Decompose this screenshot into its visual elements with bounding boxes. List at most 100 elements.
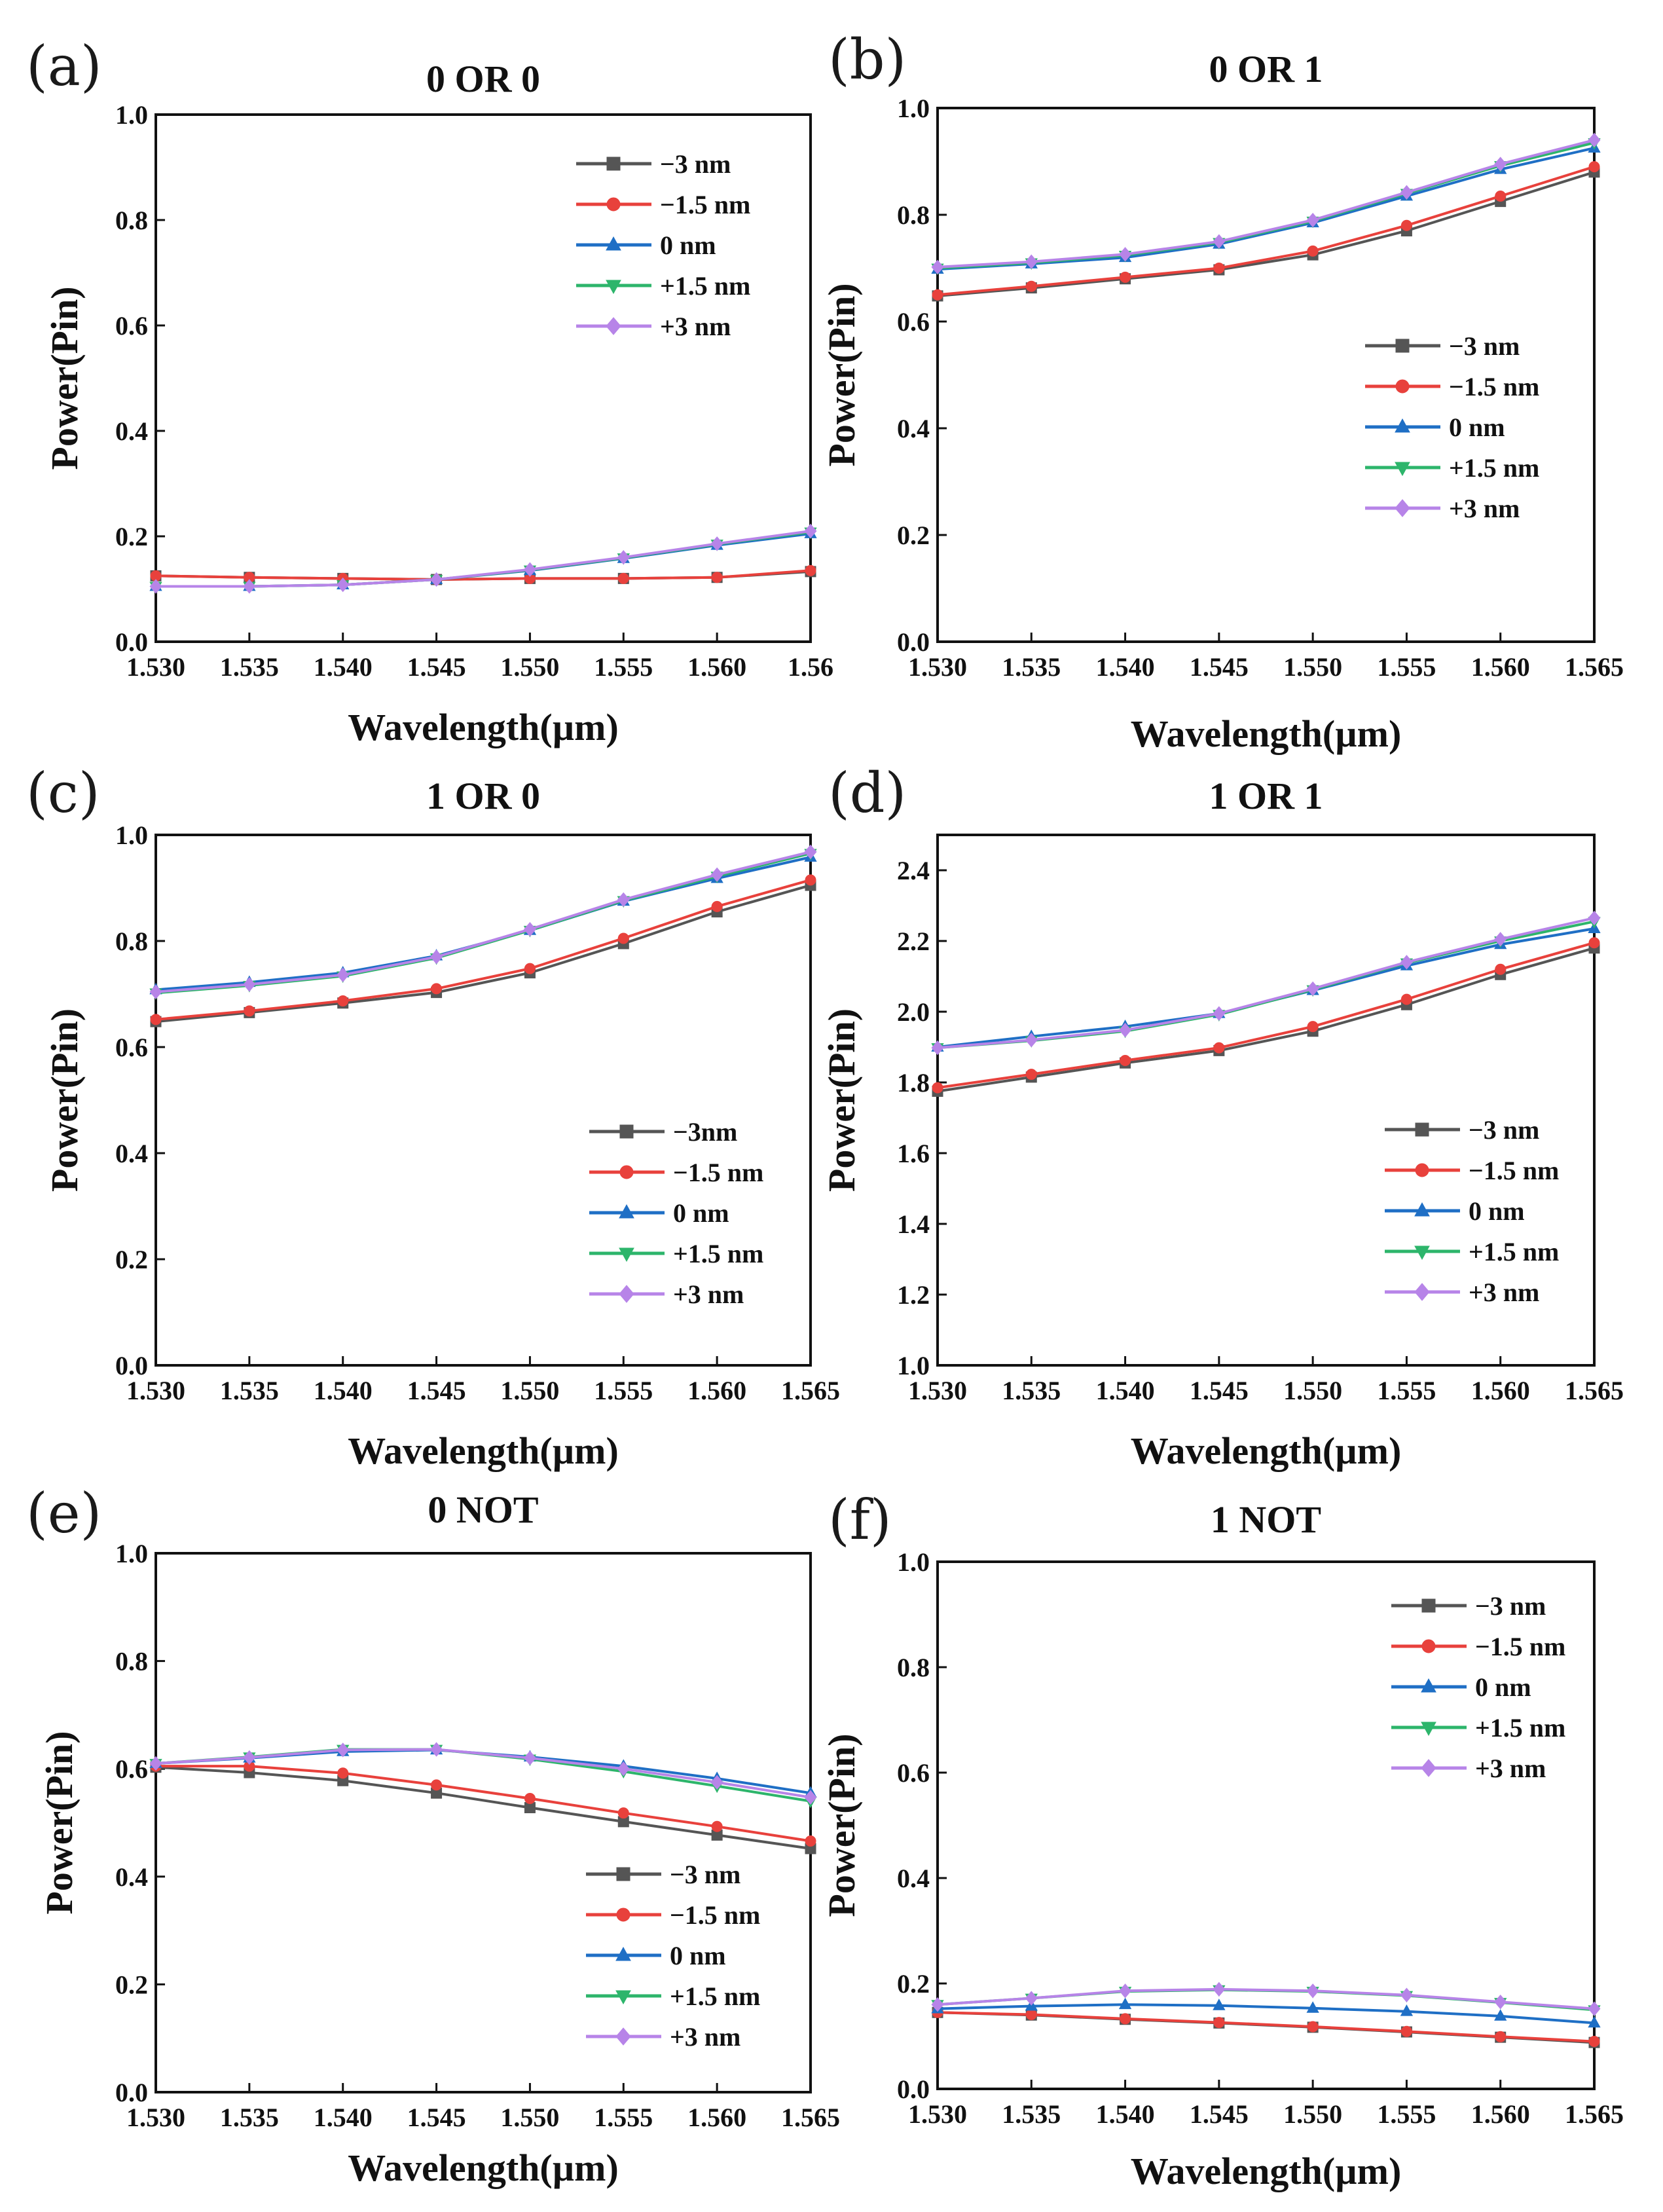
- legend-marker: [619, 1247, 634, 1263]
- y-tick-label: 1.8: [897, 1068, 930, 1097]
- x-tick-label: 1.535: [220, 2103, 279, 2132]
- data-point: [430, 572, 443, 587]
- y-tick-label: 0.4: [115, 1139, 148, 1168]
- x-tick-label: 1.550: [1283, 652, 1342, 682]
- x-tick-label: 1.560: [1471, 1376, 1530, 1405]
- data-point: [1306, 212, 1319, 228]
- data-point: [149, 1756, 162, 1771]
- data-point: [1120, 271, 1131, 283]
- data-point: [617, 892, 630, 907]
- x-tick-label: 1.530: [908, 2099, 967, 2129]
- series-line: [937, 946, 1595, 1093]
- x-tick-label: 1.560: [1471, 652, 1530, 682]
- x-tick-label: 1.56: [788, 652, 833, 682]
- y-tick-label: 0.4: [115, 416, 148, 446]
- data-point: [1400, 219, 1412, 231]
- series-line: [155, 1765, 811, 1850]
- legend-marker: [1414, 1245, 1430, 1261]
- data-point: [149, 579, 162, 594]
- legend-marker: [615, 1946, 631, 1961]
- y-tick-label: 1.0: [897, 1351, 930, 1380]
- data-point: [524, 963, 536, 974]
- series-line: [155, 883, 811, 1023]
- data-point: [1588, 937, 1600, 949]
- x-tick-label: 1.555: [594, 2103, 653, 2132]
- y-tick-label: 0.8: [115, 206, 148, 235]
- legend-marker: [606, 317, 621, 335]
- data-point: [1213, 234, 1226, 249]
- x-tick-label: 1.545: [1190, 1376, 1249, 1405]
- series-line: [937, 170, 1595, 297]
- y-axis-label: Power(Pin): [820, 1008, 863, 1192]
- data-point: [243, 579, 256, 594]
- x-tick-label: 1.530: [908, 1376, 967, 1405]
- data-point: [1306, 1983, 1319, 1999]
- legend-marker: [1421, 1722, 1436, 1737]
- x-tick-label: 1.565: [1565, 2099, 1624, 2129]
- chart-title: 0 OR 0: [426, 58, 540, 100]
- data-point: [805, 874, 816, 886]
- data-point: [1119, 1983, 1132, 1999]
- legend-label: −3 nm: [1475, 1591, 1546, 1621]
- series-line: [937, 165, 1595, 297]
- x-axis-label: Wavelength(µm): [1131, 712, 1402, 755]
- x-tick-label: 1.530: [908, 652, 967, 682]
- series-line: [937, 1987, 1595, 2010]
- legend-marker: [1415, 1122, 1429, 1137]
- data-point: [337, 577, 350, 593]
- y-tick-label: 0.6: [897, 307, 930, 337]
- chart-panel-5: (e) 0 NOT 0.0 0.2 0.4 0.6 0.8 1.0 1.530 1.535 1.54…: [26, 1481, 840, 2189]
- legend-marker: [1421, 1598, 1436, 1613]
- legend-marker: [1414, 1202, 1430, 1217]
- y-tick-label: 0.8: [897, 1653, 930, 1682]
- y-tick-label: 0.4: [115, 1862, 148, 1892]
- x-tick-label: 1.530: [126, 652, 185, 682]
- y-tick-label: 1.6: [897, 1139, 930, 1168]
- x-tick-label: 1.540: [314, 652, 373, 682]
- data-point: [523, 562, 536, 577]
- data-point: [1213, 263, 1225, 274]
- data-point: [150, 1014, 162, 1025]
- x-tick-label: 1.555: [1377, 652, 1436, 682]
- legend-label: +3 nm: [1469, 1278, 1539, 1307]
- data-point: [1119, 1022, 1132, 1038]
- legend-marker: [619, 1204, 634, 1219]
- x-tick-label: 1.565: [781, 1376, 840, 1405]
- x-tick-label: 1.555: [1377, 1376, 1436, 1405]
- x-tick-label: 1.545: [1190, 652, 1249, 682]
- data-point: [711, 1820, 723, 1832]
- series-line: [937, 2003, 1595, 2025]
- x-tick-label: 1.540: [1096, 2099, 1155, 2129]
- legend-marker: [606, 197, 621, 212]
- data-point: [1588, 2016, 1601, 2028]
- chart-title: 0 NOT: [428, 1488, 538, 1531]
- legend-label: −3nm: [673, 1117, 737, 1147]
- data-point: [337, 995, 349, 1007]
- data-point: [931, 259, 944, 275]
- y-tick-label: 1.0: [897, 94, 930, 123]
- y-tick-label: 2.4: [897, 856, 930, 885]
- x-tick-label: 1.565: [1565, 652, 1624, 682]
- y-tick-label: 0.6: [115, 1754, 148, 1784]
- y-tick-label: 0.0: [115, 1351, 148, 1380]
- data-point: [617, 550, 630, 565]
- legend-label: +3 nm: [1449, 494, 1520, 523]
- series-line: [155, 878, 811, 1021]
- data-point: [805, 1835, 816, 1847]
- legend-label: −1.5 nm: [1469, 1156, 1559, 1185]
- chart-title: 1 NOT: [1211, 1498, 1321, 1541]
- legend-marker: [1395, 499, 1410, 517]
- y-tick-label: 0.4: [897, 1864, 930, 1893]
- legend-label: 0 nm: [670, 1941, 726, 1970]
- data-point: [710, 536, 723, 551]
- y-axis-label: Power(Pin): [820, 1733, 863, 1917]
- x-tick-label: 1.560: [1471, 2099, 1530, 2129]
- legend-marker: [1395, 462, 1410, 477]
- x-tick-label: 1.535: [1002, 1376, 1061, 1405]
- data-point: [1213, 2017, 1225, 2029]
- series-line: [937, 941, 1595, 1090]
- legend-marker: [1395, 339, 1410, 353]
- legend-label: +1.5 nm: [1469, 1237, 1559, 1266]
- x-axis-label: Wavelength(µm): [1131, 2150, 1402, 2192]
